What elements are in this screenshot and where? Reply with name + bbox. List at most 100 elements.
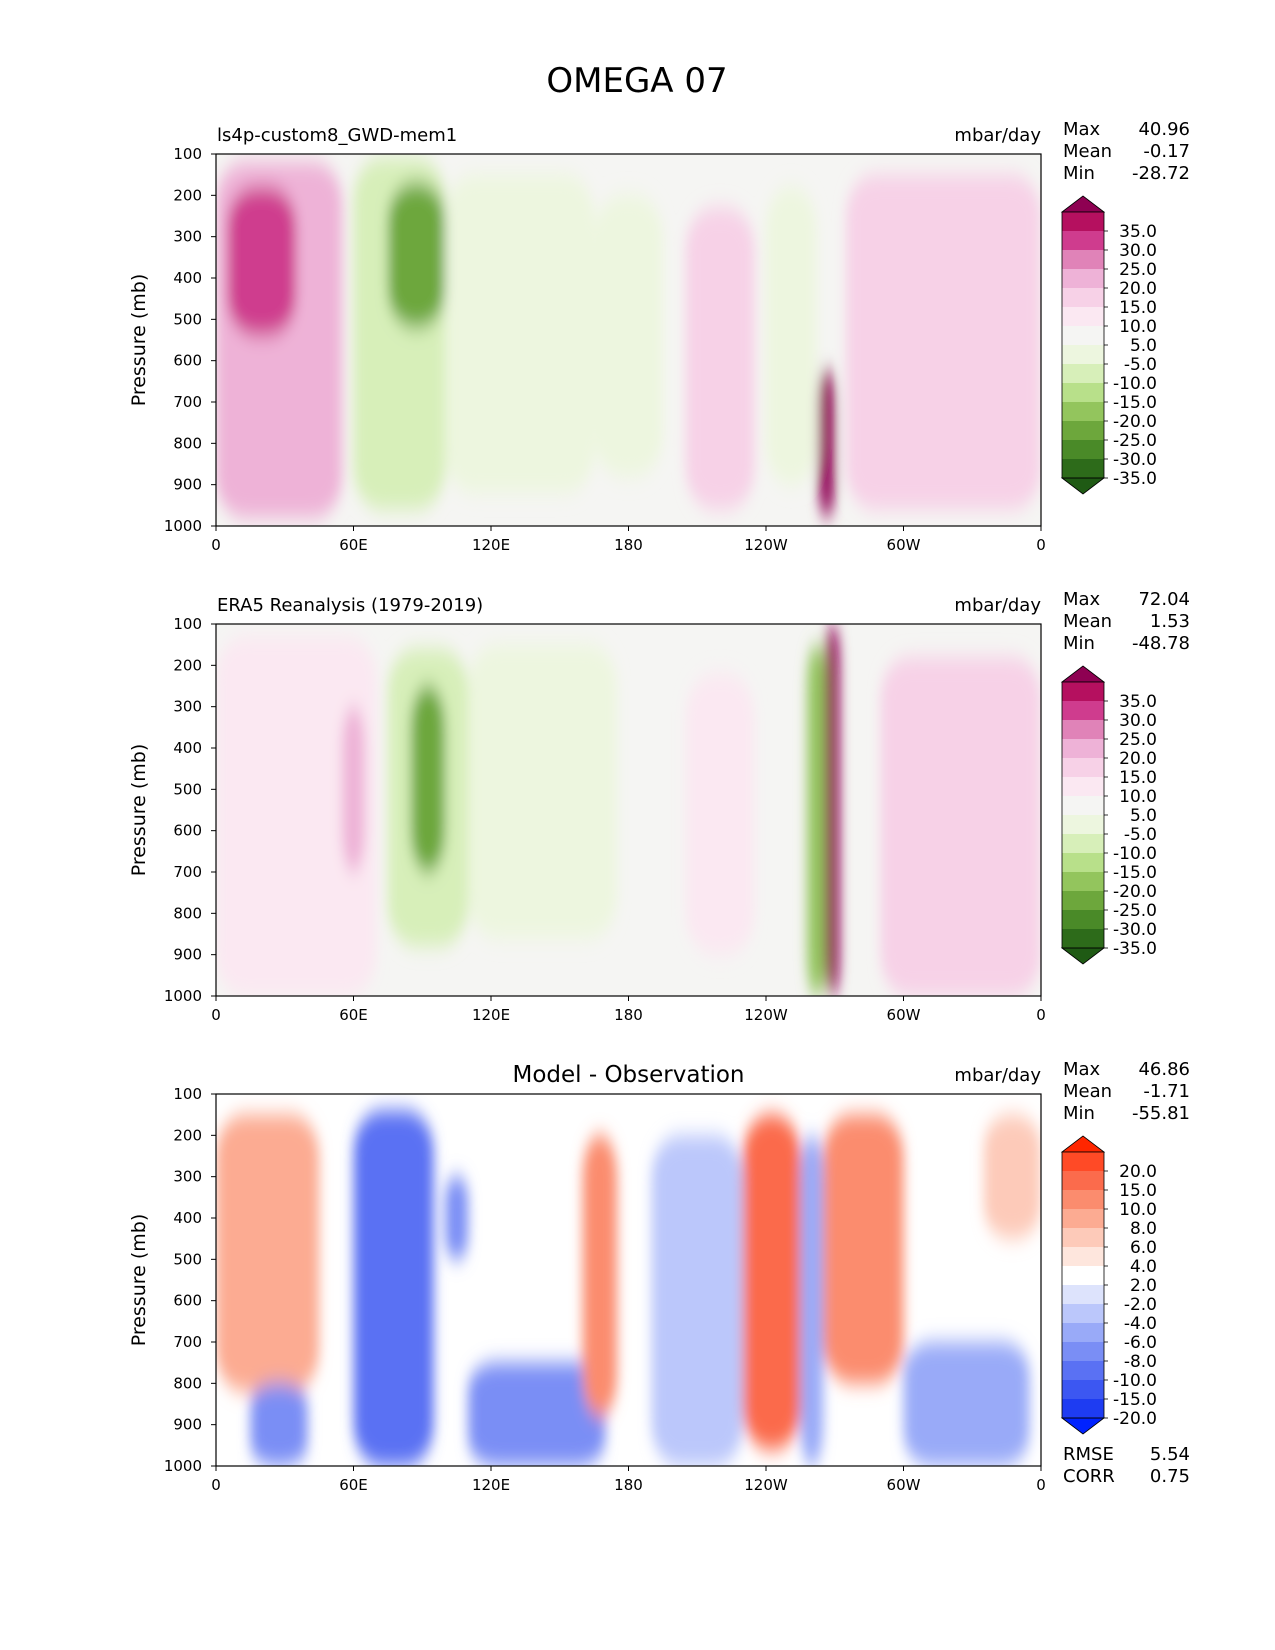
y-tick-label: 400 — [173, 269, 202, 287]
colorbar-extend-top — [1060, 1135, 1106, 1153]
units-label: mbar/day — [954, 1065, 1041, 1086]
stat-label: Mean — [1063, 1081, 1112, 1102]
colorbar-bin — [1062, 1304, 1104, 1324]
data-region-6 — [582, 1135, 618, 1417]
stat-label: Max — [1063, 119, 1101, 140]
colorbar-bin — [1062, 739, 1104, 759]
data-region-8 — [825, 624, 840, 996]
data-region-3 — [353, 1110, 434, 1466]
chart-panel-2: 100 200 300 400 500 600 700 800 900 1000 0 60E 120E 1… — [128, 589, 1190, 1024]
colorbar-label: -5.0 — [1124, 825, 1157, 845]
colorbar-label: -5.0 — [1124, 355, 1157, 375]
stat-value: 5.54 — [1150, 1444, 1190, 1465]
colorbar-bin — [1062, 288, 1104, 308]
colorbar-label: 10.0 — [1119, 787, 1157, 807]
chart-panel-1: 100 200 300 400 500 600 700 800 900 1000 0 60E 120E 1… — [128, 119, 1190, 554]
data-region-4 — [410, 686, 446, 872]
y-tick-label: 1000 — [164, 517, 202, 535]
stat-value: 0.75 — [1150, 1466, 1190, 1487]
x-tick-label: 120E — [472, 1476, 510, 1494]
colorbar-label: -25.0 — [1113, 431, 1157, 451]
colorbar-label: 30.0 — [1119, 241, 1157, 261]
colorbar-extend-bottom — [1060, 1417, 1106, 1435]
y-tick-label: 300 — [173, 1168, 202, 1186]
colorbar-bin — [1062, 910, 1104, 930]
colorbar-label: 2.0 — [1130, 1276, 1157, 1296]
y-tick-label: 400 — [173, 1209, 202, 1227]
data-region-9 — [800, 1135, 824, 1466]
colorbar-bin — [1062, 1342, 1104, 1362]
colorbar-bin — [1062, 364, 1104, 384]
y-tick-label: 300 — [173, 698, 202, 716]
stat-label: Max — [1063, 589, 1101, 610]
colorbar-bin — [1062, 440, 1104, 460]
data-region-1 — [216, 1114, 320, 1392]
y-tick-label: 700 — [173, 393, 202, 411]
stat-label: Min — [1063, 1103, 1095, 1124]
colorbar-label: 15.0 — [1119, 298, 1157, 318]
colorbar-label: 20.0 — [1119, 749, 1157, 769]
x-tick-label: 180 — [614, 1476, 643, 1494]
data-field — [216, 624, 1041, 996]
data-region-8 — [766, 187, 817, 485]
data-region-6 — [594, 195, 663, 477]
y-tick-label: 600 — [173, 1292, 202, 1310]
colorbar-label: 4.0 — [1130, 1257, 1157, 1277]
stat-value: -28.72 — [1132, 163, 1190, 184]
data-region-9 — [818, 368, 835, 518]
colorbar-bin — [1062, 701, 1104, 721]
colorbar-bin — [1062, 307, 1104, 327]
colorbar-bin — [1062, 231, 1104, 251]
x-tick-label: 120E — [472, 536, 510, 554]
colorbar-label: 15.0 — [1119, 768, 1157, 788]
x-tick-label: 120W — [744, 1476, 788, 1494]
colorbar-bin — [1062, 872, 1104, 892]
colorbar-label: -20.0 — [1113, 412, 1157, 432]
units-label: mbar/day — [954, 595, 1041, 616]
colorbar-bin — [1062, 777, 1104, 797]
colorbar-bin — [1062, 1190, 1104, 1210]
data-region-5 — [445, 174, 595, 493]
data-region-12 — [983, 1114, 1041, 1239]
data-region-4 — [387, 182, 446, 328]
colorbar-bin — [1062, 1361, 1104, 1381]
colorbar-label: -10.0 — [1113, 844, 1157, 864]
stat-label: Max — [1063, 1059, 1101, 1080]
colorbar: 35.030.025.020.015.010.05.0-5.0-10.0-15.… — [1060, 195, 1157, 495]
colorbar-bin — [1062, 1380, 1104, 1400]
data-field — [216, 158, 1041, 518]
colorbar-bin — [1062, 929, 1104, 949]
colorbar-bin — [1062, 815, 1104, 835]
y-tick-label: 800 — [173, 434, 202, 452]
x-tick-label: 60W — [887, 1476, 921, 1494]
x-tick-label: 60E — [339, 1476, 368, 1494]
panel-title: Model - Observation — [512, 1062, 744, 1088]
colorbar-extend-bottom — [1060, 477, 1106, 495]
y-tick-label: 500 — [173, 1250, 202, 1268]
stat-label: Mean — [1063, 611, 1112, 632]
y-tick-label: 400 — [173, 739, 202, 757]
data-region-2 — [227, 187, 297, 336]
colorbar-bin — [1062, 720, 1104, 740]
colorbar-label: -4.0 — [1124, 1314, 1157, 1334]
colorbar-label: 8.0 — [1130, 1219, 1157, 1239]
data-region-11 — [903, 1342, 1030, 1466]
colorbar-bin — [1062, 402, 1104, 422]
stat-value: 40.96 — [1138, 119, 1190, 140]
data-region-6 — [685, 673, 755, 955]
colorbar-label: -8.0 — [1124, 1352, 1157, 1372]
stat-value: -55.81 — [1132, 1103, 1190, 1124]
stat-value: 1.53 — [1150, 611, 1190, 632]
data-region-7 — [807, 644, 826, 996]
y-tick-label: 600 — [173, 352, 202, 370]
colorbar-bin — [1062, 459, 1104, 479]
x-tick-label: 60E — [339, 536, 368, 554]
colorbar-label: -35.0 — [1113, 939, 1157, 959]
data-region-4 — [445, 1176, 469, 1260]
y-tick-label: 800 — [173, 904, 202, 922]
colorbar-bin — [1062, 1247, 1104, 1267]
colorbar-bin — [1062, 1152, 1104, 1172]
colorbar-label: -10.0 — [1113, 1371, 1157, 1391]
colorbar-label: 30.0 — [1119, 711, 1157, 731]
y-tick-label: 1000 — [164, 1457, 202, 1475]
